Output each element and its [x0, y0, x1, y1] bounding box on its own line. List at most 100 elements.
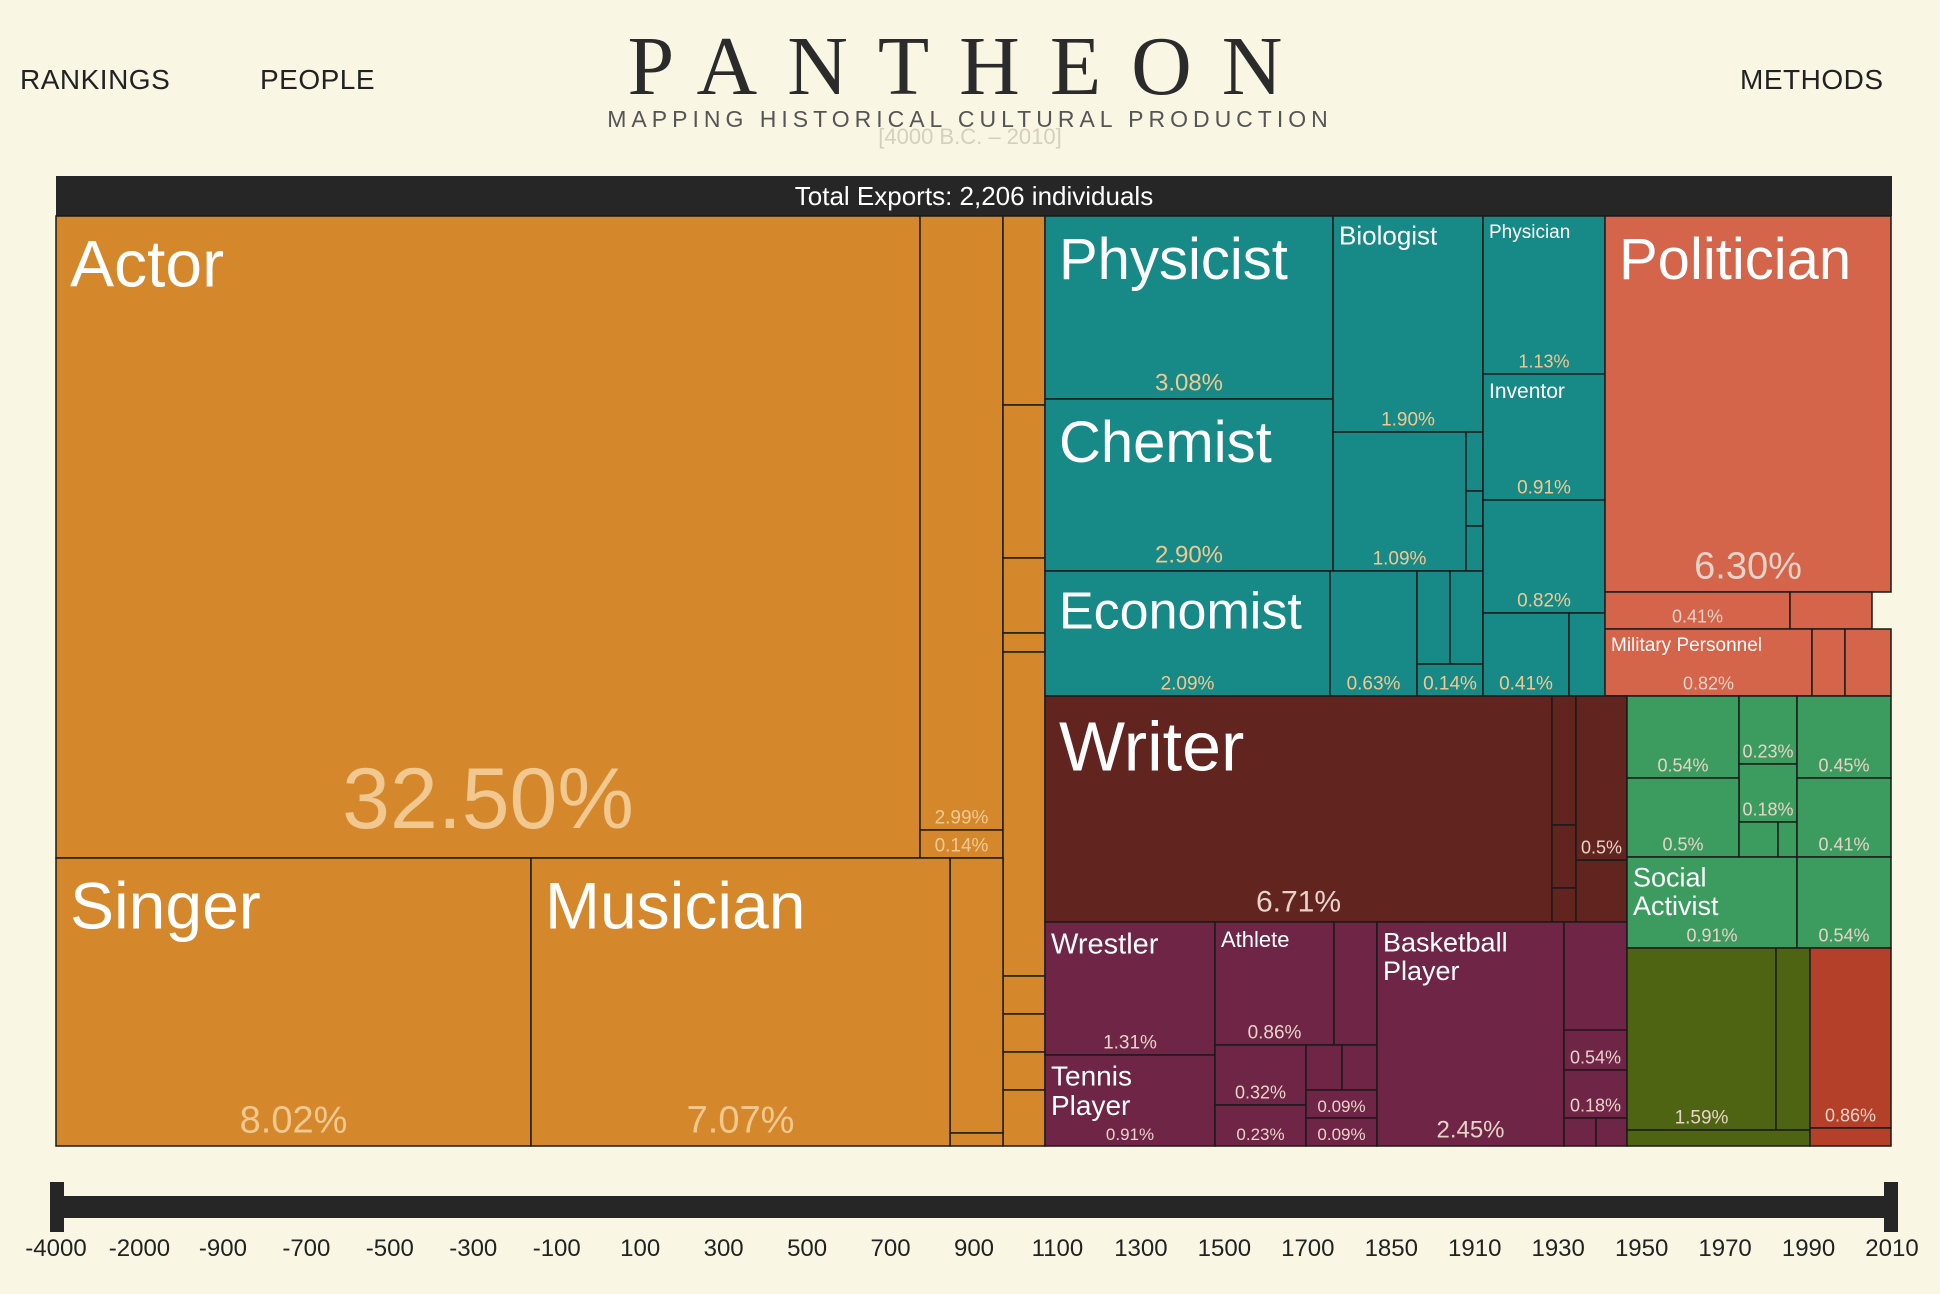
- timeline-handle-right[interactable]: [1884, 1182, 1898, 1232]
- tile-label: Wrestler: [1051, 929, 1159, 961]
- tile-value: 0.82%: [1683, 674, 1734, 694]
- treemap-tile[interactable]: [1002, 975, 1046, 1015]
- timeline-track[interactable]: [56, 1196, 1892, 1218]
- treemap-tile[interactable]: [1595, 1117, 1628, 1147]
- treemap-tile[interactable]: [1777, 821, 1798, 858]
- treemap-tile[interactable]: [1604, 215, 1892, 593]
- tile-label: Chemist: [1059, 410, 1272, 475]
- tile-value: 0.32%: [1235, 1083, 1286, 1103]
- treemap-tile[interactable]: [1575, 859, 1628, 923]
- tile-value: 0.14%: [1423, 673, 1477, 694]
- treemap-tile[interactable]: [1305, 1044, 1343, 1091]
- timeline-slider[interactable]: -4000 -2000 -900 -700 -500 -300 -100 100 300 500 7…: [0, 1170, 1940, 1294]
- treemap-tile[interactable]: [1002, 651, 1046, 977]
- treemap-tile[interactable]: [1044, 398, 1334, 572]
- timeline-handle-left[interactable]: [50, 1182, 64, 1232]
- treemap-tile[interactable]: [1482, 612, 1570, 697]
- treemap-tile[interactable]: [1002, 1089, 1046, 1147]
- treemap-tile[interactable]: [1416, 663, 1484, 697]
- tile-value: 0.54%: [1818, 926, 1869, 946]
- treemap-tile[interactable]: [1738, 821, 1779, 858]
- treemap-tile[interactable]: [1575, 695, 1628, 861]
- chart-title: Total Exports: 2,206 individuals: [56, 176, 1892, 216]
- nav-rankings[interactable]: RANKINGS: [20, 64, 171, 95]
- tile-value: 0.18%: [1570, 1096, 1621, 1116]
- tile-value: 0.82%: [1517, 590, 1571, 611]
- nav-methods[interactable]: METHODS: [1740, 64, 1884, 95]
- treemap-tile[interactable]: [1568, 612, 1606, 697]
- treemap-tile[interactable]: [1044, 695, 1553, 923]
- treemap-tile[interactable]: [1002, 557, 1046, 634]
- treemap-tile[interactable]: [1551, 887, 1577, 923]
- treemap-tile[interactable]: [1563, 1117, 1597, 1147]
- treemap-tile[interactable]: [1002, 215, 1046, 406]
- treemap-tile[interactable]: [1002, 404, 1046, 559]
- timeline-tick-label: 1990: [1782, 1235, 1835, 1262]
- treemap-tile[interactable]: [1775, 947, 1811, 1131]
- timeline-tick-label: 300: [704, 1235, 744, 1262]
- tile-label: Musician: [545, 869, 805, 943]
- treemap-tile[interactable]: [1551, 695, 1577, 826]
- timeline-tick-label: 700: [871, 1235, 911, 1262]
- treemap-tile[interactable]: [1002, 632, 1046, 653]
- tile-value: 8.02%: [240, 1100, 348, 1142]
- treemap-tile[interactable]: [1333, 921, 1378, 1046]
- treemap-tile[interactable]: [1376, 921, 1565, 1147]
- treemap-tile[interactable]: [1002, 1051, 1046, 1091]
- treemap-tile[interactable]: [1044, 921, 1216, 1056]
- treemap-tile[interactable]: [1332, 215, 1484, 433]
- treemap-tile[interactable]: [55, 215, 921, 859]
- treemap-tile[interactable]: [949, 857, 1004, 1134]
- nav-people[interactable]: PEOPLE: [260, 64, 376, 95]
- tile-value: 0.41%: [1499, 673, 1553, 694]
- treemap-tile[interactable]: [1789, 591, 1873, 630]
- treemap-tile[interactable]: [949, 1132, 1004, 1147]
- treemap-tile[interactable]: [1002, 1013, 1046, 1053]
- treemap-tile[interactable]: [1811, 628, 1846, 697]
- treemap-tile[interactable]: [1604, 591, 1791, 630]
- tile-value: 0.45%: [1818, 756, 1869, 776]
- tile-value: 0.18%: [1742, 800, 1793, 820]
- tile-value: 1.09%: [1373, 548, 1427, 569]
- treemap-tile[interactable]: [1329, 570, 1418, 697]
- treemap-tile[interactable]: [1844, 628, 1892, 697]
- treemap-tile[interactable]: [1044, 570, 1331, 697]
- treemap-tile[interactable]: [1482, 373, 1606, 501]
- treemap-tile[interactable]: [1563, 1069, 1628, 1119]
- timeline-tick-label: -500: [366, 1235, 414, 1262]
- treemap-tile[interactable]: [530, 857, 951, 1147]
- treemap-tile[interactable]: [1465, 490, 1484, 527]
- treemap-tile[interactable]: [1044, 1054, 1216, 1147]
- treemap-tile[interactable]: [1604, 628, 1813, 697]
- treemap-tile[interactable]: [1305, 1117, 1378, 1147]
- treemap-tile[interactable]: [1626, 856, 1798, 949]
- treemap-tile[interactable]: [1482, 499, 1606, 614]
- treemap-tile[interactable]: [1626, 695, 1740, 779]
- treemap-tile[interactable]: [919, 829, 1004, 859]
- treemap-tile[interactable]: [1465, 431, 1484, 492]
- treemap-tile[interactable]: [1626, 1129, 1811, 1147]
- treemap-tile[interactable]: [1796, 856, 1892, 949]
- treemap-tile[interactable]: [1332, 431, 1467, 572]
- treemap-tile[interactable]: [1482, 215, 1606, 375]
- treemap-tile[interactable]: [1796, 777, 1892, 858]
- treemap-tile[interactable]: [1416, 570, 1451, 665]
- tile-value: 3.08%: [1155, 370, 1223, 397]
- treemap-tile[interactable]: [1551, 824, 1577, 889]
- tile-label: Athlete: [1221, 927, 1290, 952]
- timeline-tick-label: 1300: [1114, 1235, 1167, 1262]
- timeline-tick-label: -4000: [25, 1235, 86, 1262]
- treemap-tile[interactable]: [55, 857, 532, 1147]
- treemap-tile[interactable]: [1738, 695, 1798, 765]
- treemap-tile[interactable]: [1341, 1044, 1378, 1091]
- treemap-tile[interactable]: [1809, 1127, 1892, 1147]
- tile-value: 0.41%: [1818, 835, 1869, 855]
- treemap-tile[interactable]: [1626, 947, 1777, 1131]
- treemap-tile[interactable]: [1626, 777, 1740, 858]
- treemap-tile[interactable]: [1809, 947, 1892, 1129]
- treemap-tile[interactable]: [1449, 570, 1484, 665]
- treemap-tile[interactable]: [919, 215, 1004, 831]
- treemap-tile[interactable]: [1465, 525, 1484, 572]
- treemap-tile[interactable]: [1214, 1104, 1307, 1147]
- site-logo[interactable]: PANTHEON: [627, 20, 1313, 113]
